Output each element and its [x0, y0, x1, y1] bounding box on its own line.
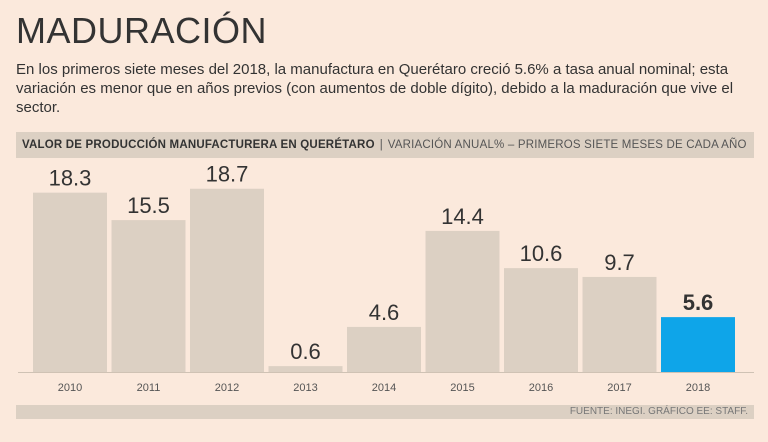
data-label-2012: 18.7 [206, 162, 249, 187]
data-label-2016: 10.6 [520, 241, 563, 266]
bar-2012 [190, 188, 264, 372]
data-label-2017: 9.7 [604, 250, 635, 275]
data-label-2013: 0.6 [290, 339, 321, 364]
chart-subtitle: En los primeros siete meses del 2018, la… [16, 61, 734, 116]
source-footer: FUENTE: INEGI. GRÁFICO EE: STAFF. [16, 405, 754, 419]
x-tick-2014: 2014 [372, 382, 396, 394]
x-tick-2018: 2018 [686, 382, 710, 394]
x-tick-2015: 2015 [450, 382, 474, 394]
bar-2011 [111, 220, 186, 372]
x-tick-2011: 2011 [137, 382, 161, 394]
data-label-2010: 18.3 [49, 166, 92, 191]
bar-2015 [425, 230, 500, 372]
series-title: VALOR DE PRODUCCIÓN MANUFACTURERA EN QUE… [22, 139, 375, 151]
data-label-2018: 5.6 [683, 290, 714, 315]
bar-2017 [582, 276, 657, 372]
band-separator: | [379, 139, 383, 151]
bar-chart: 18.3 2010 15.5 2011 18.7 2012 0.6 2013 4.6 2014 14… [18, 162, 754, 394]
data-label-2011: 15.5 [127, 193, 170, 218]
data-label-2014: 4.6 [369, 300, 400, 325]
x-tick-2016: 2016 [529, 382, 553, 394]
x-tick-2012: 2012 [215, 382, 239, 394]
chart-header-band: VALOR DE PRODUCCIÓN MANUFACTURERA EN QUE… [16, 132, 754, 158]
bar-2014 [347, 326, 421, 372]
bar-2018 [661, 317, 735, 372]
x-tick-2010: 2010 [58, 382, 82, 394]
data-label-2015: 14.4 [441, 204, 484, 229]
chart-title: MADURACIÓN [16, 10, 268, 51]
x-tick-2013: 2013 [293, 382, 317, 394]
bar-2010 [33, 192, 107, 372]
x-tick-2017: 2017 [607, 382, 631, 394]
bar-2016 [504, 268, 578, 372]
bar-2013 [268, 366, 343, 372]
series-description: VARIACIÓN ANUAL% – PRIMEROS SIETE MESES … [387, 139, 747, 151]
